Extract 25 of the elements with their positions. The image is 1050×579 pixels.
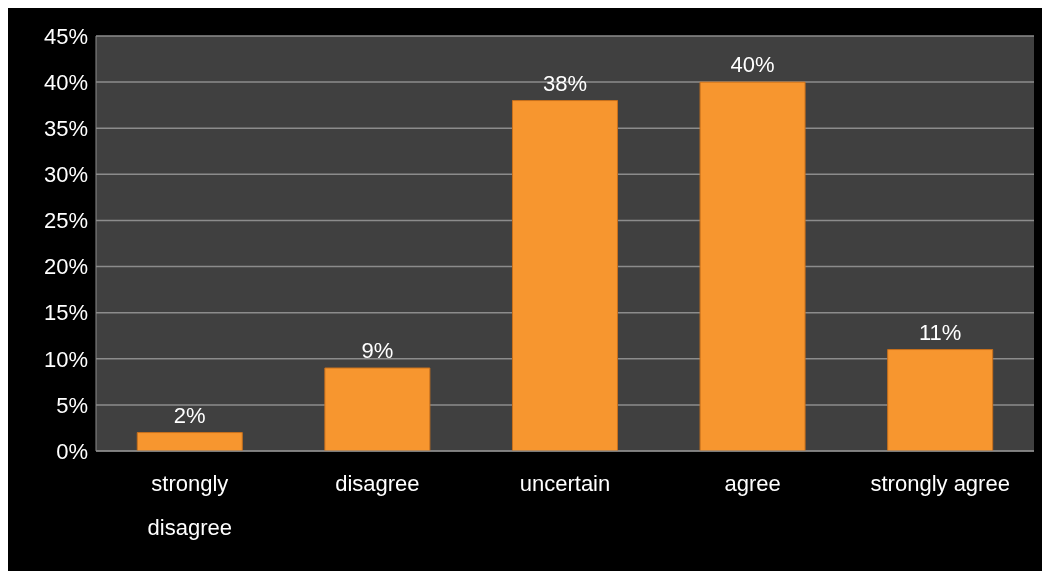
y-tick-label: 15% — [43, 300, 88, 326]
x-tick-label: disagree — [335, 471, 420, 496]
y-tick-label: 0% — [56, 438, 88, 464]
y-tick-label: 35% — [43, 116, 88, 142]
bar — [887, 349, 994, 451]
y-tick-label: 25% — [43, 208, 88, 234]
bar — [324, 367, 431, 451]
data-label: 11% — [918, 319, 962, 345]
bar — [511, 100, 618, 451]
y-tick-label: 40% — [43, 69, 88, 95]
data-label: 38% — [542, 70, 587, 96]
y-tick-label: 20% — [43, 254, 88, 280]
x-tick-label: uncertain — [519, 471, 611, 496]
data-label: 2% — [173, 402, 206, 428]
y-tick-label: 30% — [43, 162, 88, 188]
bar — [136, 432, 243, 451]
data-label: 9% — [361, 338, 394, 363]
y-tick-label: 5% — [56, 392, 88, 418]
x-tick-label: strongly agree — [870, 471, 1010, 496]
x-tick-label: strongly disagree — [147, 471, 232, 540]
x-tick-label: agree — [724, 471, 781, 496]
bar — [699, 81, 806, 451]
data-label: 40% — [730, 52, 775, 78]
y-tick-label: 45% — [43, 23, 88, 49]
y-tick-label: 10% — [43, 346, 88, 372]
